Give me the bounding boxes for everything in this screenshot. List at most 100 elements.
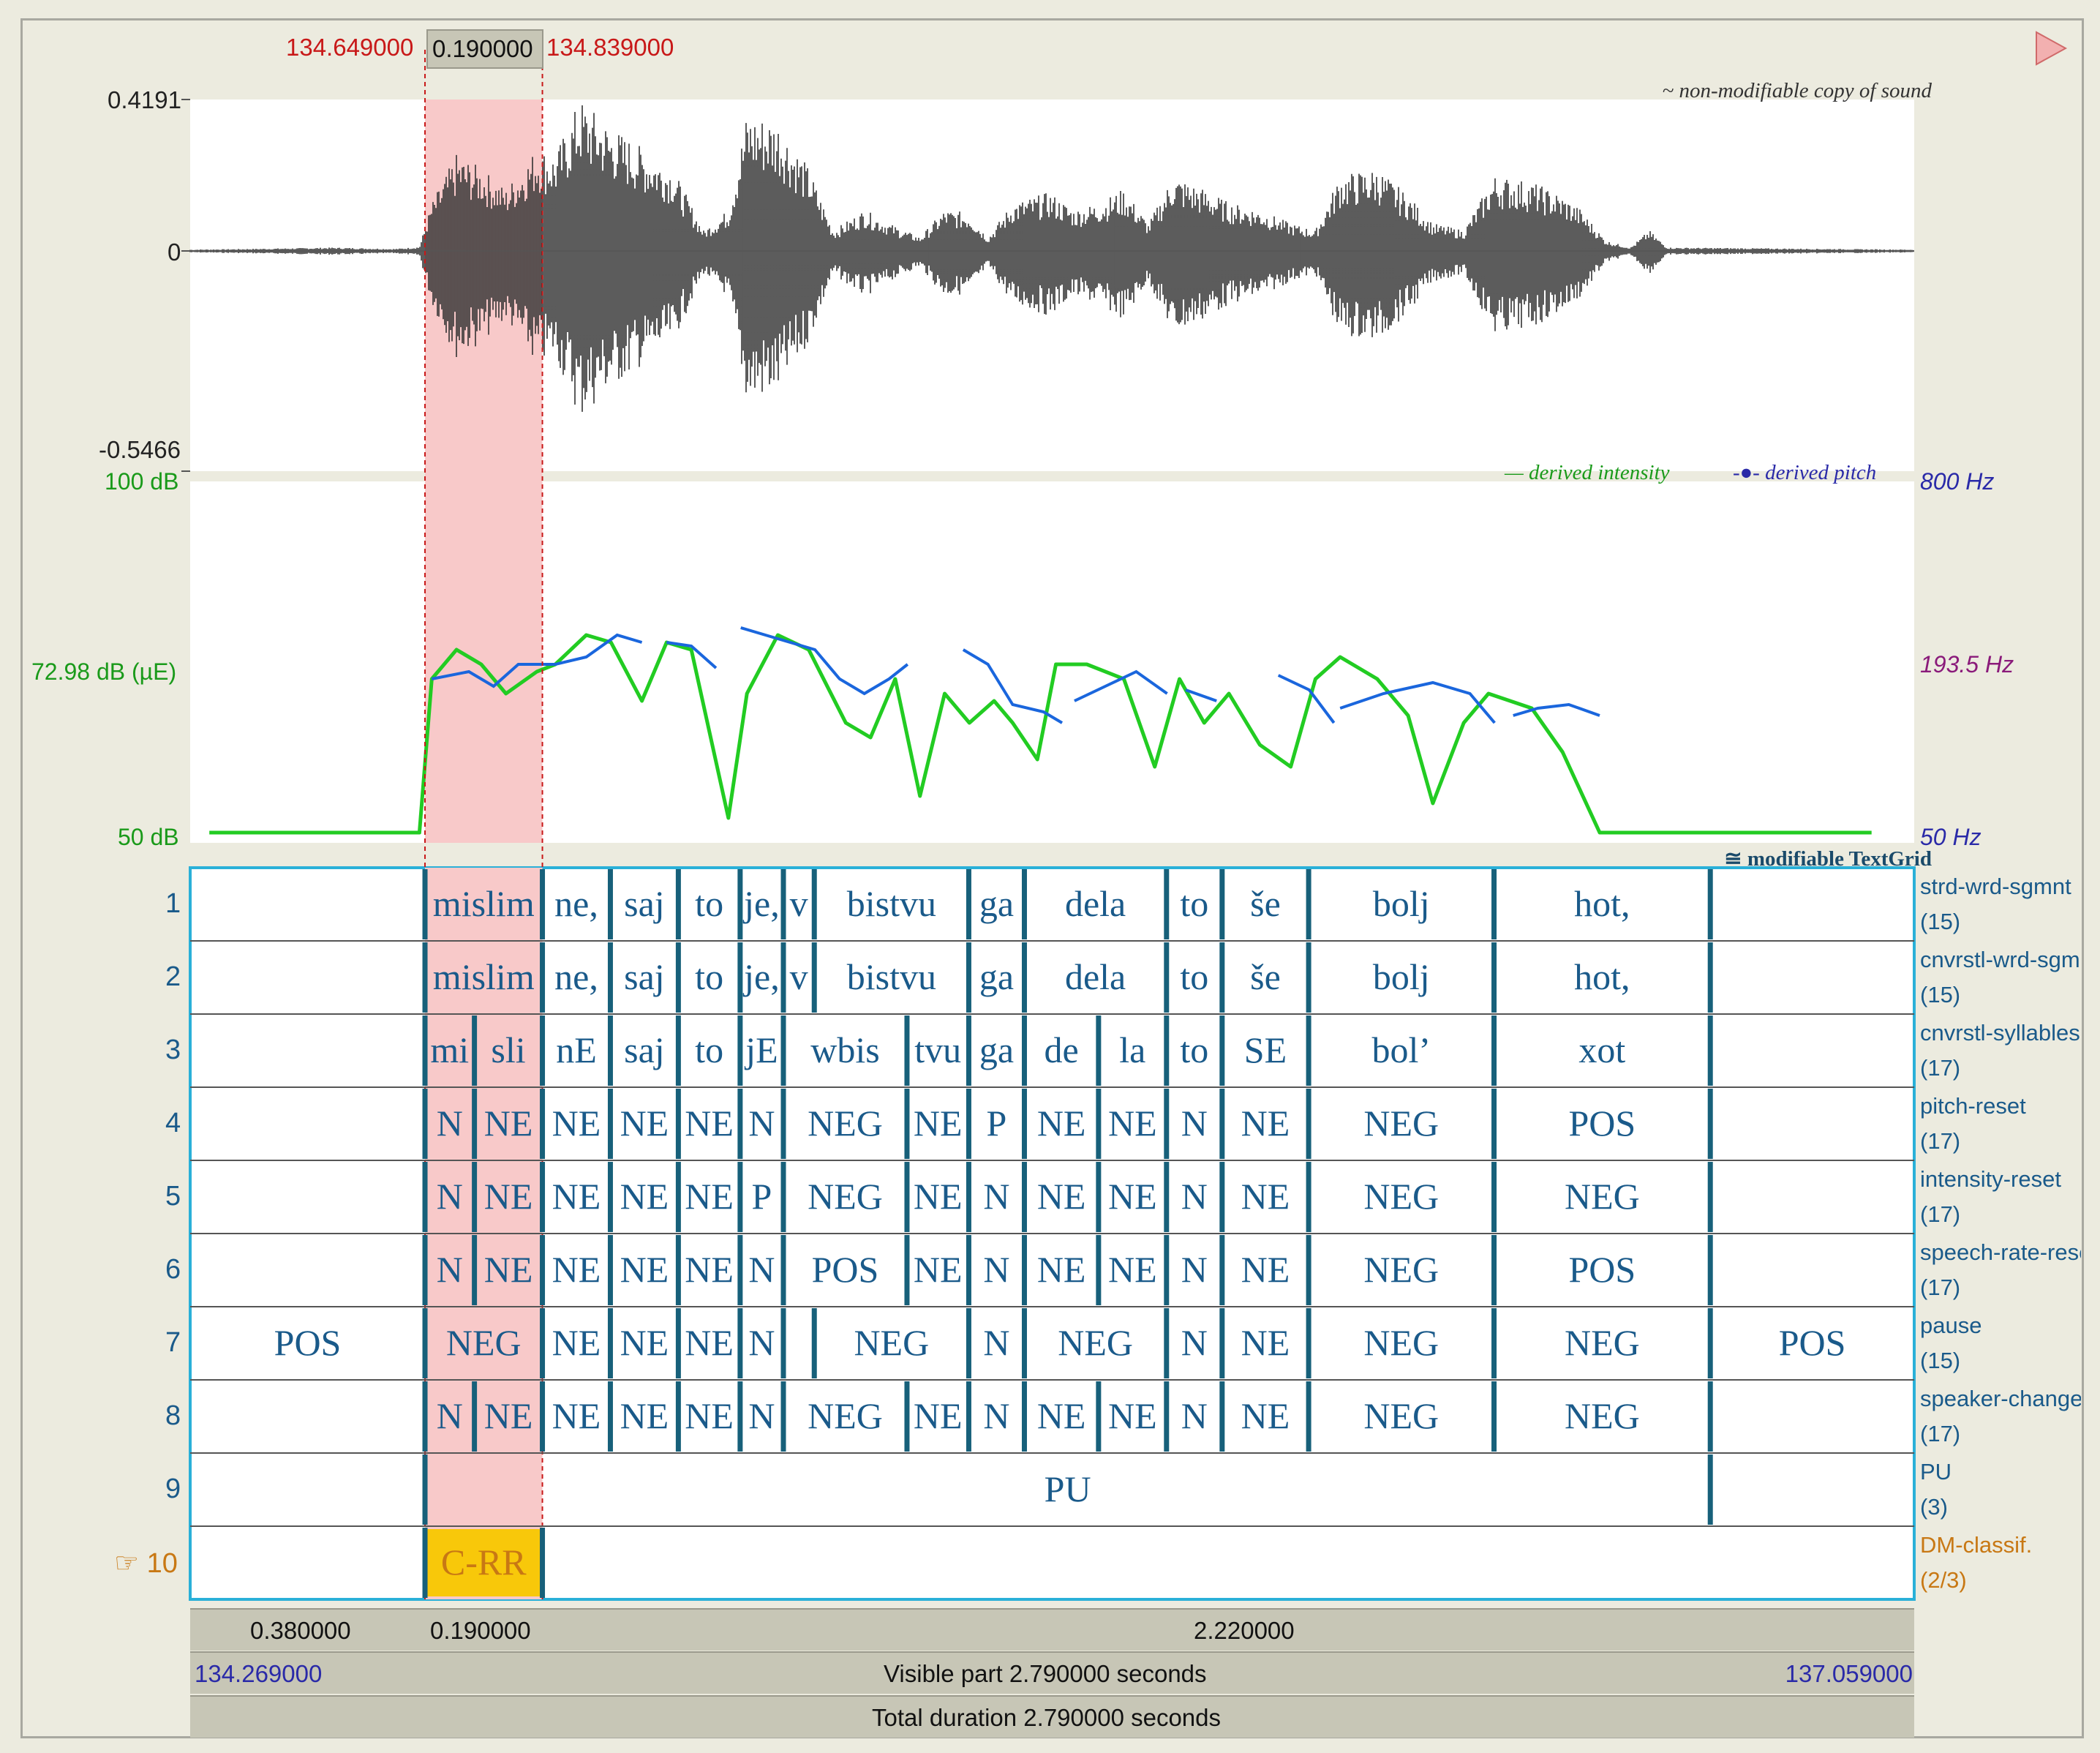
tier-1-interval[interactable]: to <box>1180 883 1209 924</box>
tier-5-interval[interactable]: NE <box>1241 1176 1290 1217</box>
tier-2-interval[interactable]: hot, <box>1574 956 1630 997</box>
tier-5-interval[interactable]: NE <box>483 1176 533 1217</box>
tier-7-interval[interactable]: NEG <box>1564 1322 1640 1363</box>
tier-8-interval[interactable]: N <box>1181 1395 1208 1436</box>
tier-7-interval[interactable]: NEG <box>445 1322 522 1363</box>
tier-2-interval[interactable]: saj <box>624 956 665 997</box>
tier-8-interval[interactable]: NE <box>552 1395 601 1436</box>
tier-7-interval[interactable]: N <box>1181 1322 1208 1363</box>
tier-6-interval[interactable]: NE <box>1036 1249 1086 1290</box>
tier-5-interval[interactable]: NE <box>913 1176 963 1217</box>
tier-6-interval[interactable]: POS <box>811 1249 879 1290</box>
tier-8-interval[interactable]: NE <box>483 1395 533 1436</box>
tier-6-interval[interactable]: N <box>1181 1249 1208 1290</box>
tier-name-7[interactable]: pause (15) <box>1920 1308 2081 1378</box>
tier-6-interval[interactable]: NE <box>620 1249 669 1290</box>
tier-6-interval[interactable]: NEG <box>1363 1249 1439 1290</box>
tier-name-8[interactable]: speaker-change (17) <box>1920 1381 2081 1452</box>
tier-number-8[interactable]: 8 <box>165 1400 181 1431</box>
tier-name-5[interactable]: intensity-reset (17) <box>1920 1162 2081 1232</box>
tier-7-interval[interactable]: NE <box>1241 1322 1290 1363</box>
tier-7-interval[interactable]: NE <box>620 1322 669 1363</box>
tier-2-interval[interactable]: ne, <box>554 956 598 997</box>
tier-6-interval[interactable]: NE <box>913 1249 963 1290</box>
tier-4-interval[interactable]: NE <box>685 1103 734 1144</box>
tier-2-interval[interactable]: bistvu <box>846 956 936 997</box>
tier-name-6[interactable]: speech-rate-reset (17) <box>1920 1235 2081 1305</box>
tier-4-interval[interactable]: NEG <box>808 1103 883 1144</box>
tier-3-interval[interactable]: saj <box>624 1029 665 1070</box>
tier-5-interval[interactable]: NE <box>1036 1176 1086 1217</box>
tier-4-interval[interactable]: NE <box>1241 1103 1290 1144</box>
tier-7-interval[interactable]: NEG <box>854 1322 930 1363</box>
tier-5-interval[interactable]: NE <box>552 1176 601 1217</box>
tier-4-interval[interactable]: NE <box>552 1103 601 1144</box>
tier-1-interval[interactable]: ga <box>979 883 1015 924</box>
tier-name-2[interactable]: cnvrstl-wrd-sgmnt (15) <box>1920 942 2081 1013</box>
tier-4-interval[interactable]: NEG <box>1363 1103 1439 1144</box>
tier-2-interval[interactable]: še <box>1250 956 1281 997</box>
tier-6-interval[interactable]: N <box>748 1249 775 1290</box>
tier-8-interval[interactable]: NEG <box>808 1395 883 1436</box>
tier-4-interval[interactable]: NE <box>913 1103 963 1144</box>
tier-3-interval[interactable]: SE <box>1243 1029 1287 1070</box>
tier-6-interval[interactable]: N <box>983 1249 1010 1290</box>
tier-4-interval[interactable]: N <box>1181 1103 1208 1144</box>
tier-8-interval[interactable]: N <box>436 1395 463 1436</box>
tier-4-interval[interactable]: P <box>986 1103 1007 1144</box>
tier-4-interval[interactable]: NE <box>620 1103 669 1144</box>
tier-9-interval[interactable]: PU <box>1044 1468 1091 1509</box>
tier-8-interval[interactable]: NE <box>913 1395 963 1436</box>
tier-4-interval[interactable]: N <box>436 1103 463 1144</box>
tier-5-interval[interactable]: NE <box>1107 1176 1157 1217</box>
tier-5-interval[interactable]: N <box>1181 1176 1208 1217</box>
tier-3-interval[interactable]: sli <box>491 1029 526 1070</box>
tier-8-interval[interactable]: NE <box>1036 1395 1086 1436</box>
tier-5-interval[interactable]: NEG <box>1564 1176 1640 1217</box>
tier-10-interval[interactable]: C-RR <box>440 1542 527 1583</box>
tier-number-5[interactable]: 5 <box>165 1181 181 1212</box>
tier-3-interval[interactable]: tvu <box>914 1029 962 1070</box>
total-duration-bar[interactable]: Total duration 2.790000 seconds <box>190 1695 1914 1738</box>
tier-8-interval[interactable]: NEG <box>1564 1395 1640 1436</box>
tier-3-interval[interactable]: la <box>1119 1029 1146 1070</box>
tier-1-interval[interactable]: še <box>1250 883 1281 924</box>
editor-canvas[interactable] <box>23 20 2082 1736</box>
tier-6-interval[interactable]: NE <box>552 1249 601 1290</box>
tier-8-interval[interactable]: N <box>748 1395 775 1436</box>
tier-6-interval[interactable]: NE <box>1241 1249 1290 1290</box>
tier-name-10[interactable]: DM-classif. (2/3) <box>1920 1528 2081 1598</box>
tier-number-4[interactable]: 4 <box>165 1108 181 1138</box>
tier-1-interval[interactable]: ne, <box>554 883 598 924</box>
tier-2-interval[interactable]: dela <box>1064 956 1126 997</box>
tier-name-4[interactable]: pitch-reset (17) <box>1920 1089 2081 1159</box>
tier-1-interval[interactable]: bistvu <box>846 883 936 924</box>
tier-5-interval[interactable]: NEG <box>1363 1176 1439 1217</box>
tier-name-1[interactable]: strd-wrd-sgmnt (15) <box>1920 869 2081 939</box>
tier-3-interval[interactable]: de <box>1044 1029 1079 1070</box>
tier-1-interval[interactable]: to <box>695 883 724 924</box>
tier-number-3[interactable]: 3 <box>165 1035 181 1065</box>
tier-6-interval[interactable]: NE <box>1107 1249 1157 1290</box>
tier-8-interval[interactable]: NE <box>685 1395 734 1436</box>
tier-1-interval[interactable]: je, <box>744 883 780 924</box>
tier-1-interval[interactable]: saj <box>624 883 665 924</box>
tier-7-interval[interactable]: N <box>983 1322 1010 1363</box>
visible-part-bar[interactable]: 134.269000 Visible part 2.790000 seconds… <box>190 1651 1914 1694</box>
tier-2-interval[interactable]: ga <box>979 956 1015 997</box>
tier-8-interval[interactable]: NE <box>1107 1395 1157 1436</box>
tier-7-interval[interactable]: NE <box>685 1322 734 1363</box>
tier-5-interval[interactable]: NE <box>685 1176 734 1217</box>
tier-4-interval[interactable]: POS <box>1568 1103 1636 1144</box>
tier-8-interval[interactable]: NEG <box>1363 1395 1439 1436</box>
tier-5-interval[interactable]: N <box>983 1176 1010 1217</box>
tier-1-interval[interactable]: hot, <box>1574 883 1630 924</box>
play-triangle-icon[interactable] <box>2031 28 2074 72</box>
tier-6-interval[interactable]: N <box>436 1249 463 1290</box>
tier-1-interval[interactable]: mislim <box>432 883 535 924</box>
tier-number-6[interactable]: 6 <box>165 1254 181 1285</box>
tier-7-interval[interactable]: POS <box>1778 1322 1846 1363</box>
tier-6-interval[interactable]: NE <box>685 1249 734 1290</box>
tier-1-interval[interactable]: dela <box>1064 883 1126 924</box>
tier-2-interval[interactable]: to <box>695 956 724 997</box>
